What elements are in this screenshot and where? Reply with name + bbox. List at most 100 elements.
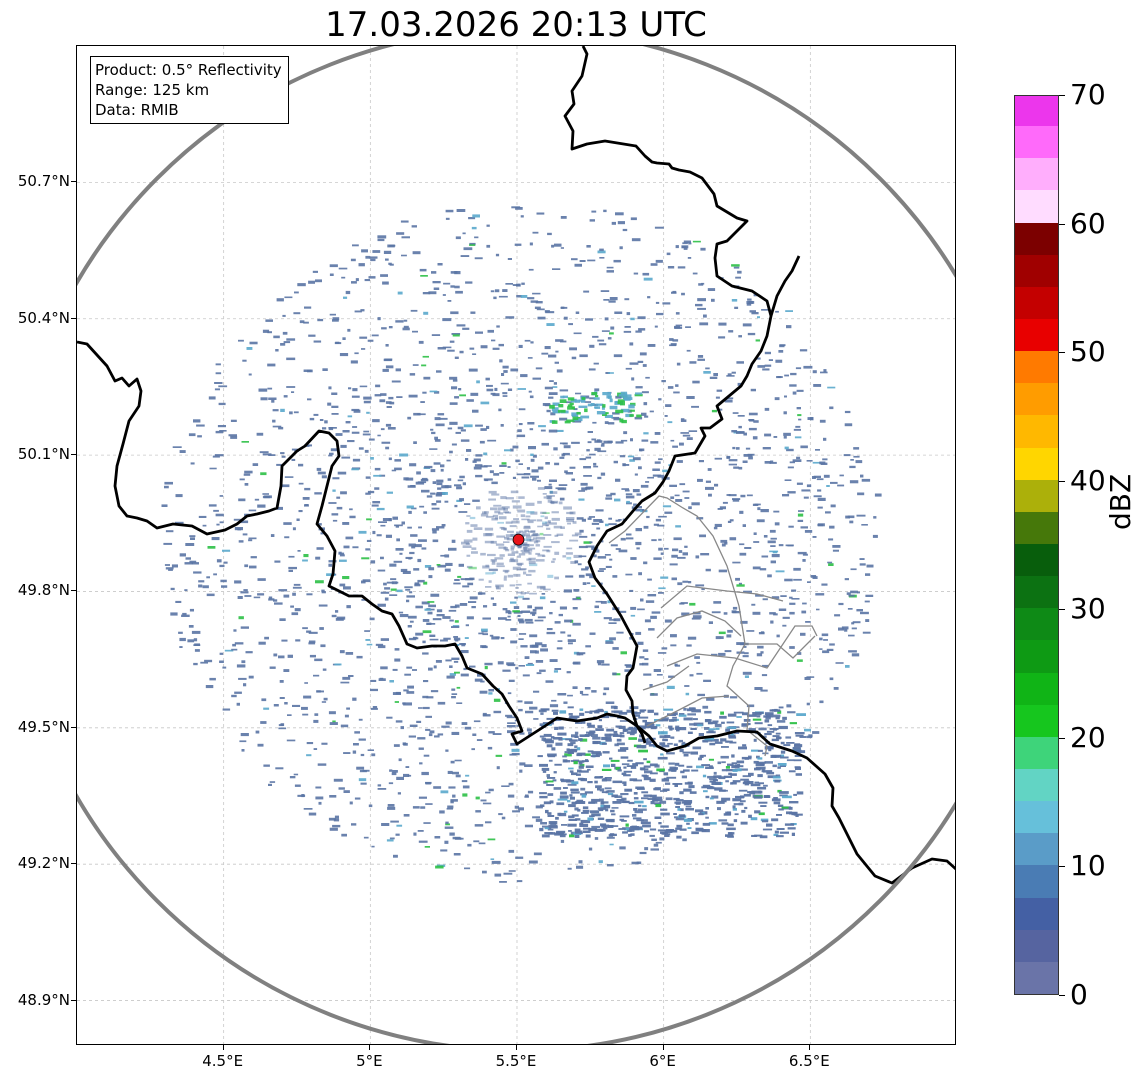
echo-cell (593, 554, 597, 558)
echo-cell (376, 534, 382, 537)
echo-cell (493, 504, 502, 507)
echo-cell (366, 518, 372, 521)
echo-cell (821, 633, 829, 637)
echo-cell (681, 292, 685, 296)
echo-cell (421, 771, 429, 776)
echo-cell (265, 319, 273, 322)
echo-cell (429, 608, 435, 611)
echo-cell (631, 377, 635, 381)
echo-cell (669, 484, 677, 487)
colorbar-segment (1015, 897, 1058, 930)
echo-cell (514, 544, 520, 547)
echo-cell (423, 581, 428, 585)
echo-cell (429, 730, 435, 734)
echo-cell (642, 726, 650, 729)
echo-cell (234, 642, 244, 645)
echo-cell (651, 539, 657, 542)
echo-cell (466, 616, 474, 620)
echo-cell (483, 478, 493, 481)
echo-cell (816, 608, 820, 611)
echo-cell (609, 733, 619, 736)
echo-cell (812, 536, 817, 538)
echo-cell (508, 782, 514, 786)
echo-cell (729, 537, 737, 541)
echo-cell (577, 752, 586, 756)
echo-cell (593, 519, 603, 522)
echo-cell (731, 299, 738, 302)
echo-cell (610, 544, 618, 547)
echo-cell (632, 763, 638, 767)
echo-cell (508, 611, 512, 615)
echo-cell (568, 713, 573, 716)
echo-cell (659, 735, 667, 739)
echo-cell (748, 772, 754, 776)
echo-cell (829, 677, 834, 681)
echo-cell (407, 774, 412, 777)
echo-cell (739, 510, 744, 514)
echo-cell (276, 506, 283, 510)
echo-cell (335, 610, 339, 613)
echo-cell (766, 730, 775, 733)
echo-cell (380, 428, 385, 431)
radar-site-marker[interactable] (512, 533, 525, 546)
echo-cell (615, 400, 619, 403)
echo-cell (571, 801, 578, 805)
echo-cell (569, 511, 576, 515)
echo-cell (412, 364, 419, 366)
echo-cell (646, 740, 654, 744)
echo-cell (341, 456, 351, 459)
echo-cell (455, 431, 461, 434)
echo-cell (364, 279, 370, 282)
echo-cell (480, 401, 490, 405)
echo-cell (342, 337, 346, 340)
echo-cell (432, 539, 439, 543)
echo-cell (291, 448, 298, 451)
echo-cell (452, 794, 456, 798)
echo-cell (802, 602, 807, 605)
echo-cell (559, 456, 565, 459)
echo-cell (738, 746, 747, 750)
radar-map[interactable] (76, 45, 956, 1045)
echo-cell (532, 231, 539, 234)
echo-cell (443, 282, 451, 285)
echo-cell (352, 458, 361, 462)
echo-cell (504, 537, 510, 540)
echo-cell (353, 409, 361, 413)
echo-cell (529, 428, 534, 431)
echo-cell (850, 568, 857, 571)
echo-cell (320, 532, 324, 535)
echo-cell (683, 240, 691, 243)
echo-cell (584, 687, 591, 690)
admin-border-line (656, 610, 742, 639)
echo-cell (465, 774, 470, 777)
latitude-tick (71, 863, 76, 865)
echo-cell (568, 818, 578, 821)
echo-cell (757, 786, 767, 790)
echo-cell (768, 748, 772, 752)
echo-cell (696, 765, 704, 769)
echo-cell (278, 426, 284, 430)
echo-cell (408, 735, 416, 738)
echo-cell (388, 457, 392, 461)
echo-cell (608, 523, 617, 526)
echo-cell (686, 437, 693, 440)
echo-cell (773, 510, 780, 513)
echo-cell (411, 545, 416, 549)
echo-cell (644, 830, 649, 833)
echo-cell (577, 769, 582, 773)
echo-cell (728, 734, 736, 738)
echo-cell (518, 463, 523, 465)
echo-cell (330, 448, 340, 452)
echo-cell (431, 271, 437, 274)
echo-cell (550, 822, 557, 825)
radar-map-canvas[interactable] (77, 46, 956, 1045)
echo-cell (280, 408, 285, 412)
echo-cell (572, 686, 578, 689)
echo-cell (567, 639, 576, 642)
echo-cell (445, 823, 450, 826)
echo-cell (510, 368, 519, 372)
echo-cell (691, 709, 701, 713)
echo-cell (738, 582, 742, 585)
echo-cell (380, 591, 390, 594)
echo-cell (567, 743, 574, 747)
